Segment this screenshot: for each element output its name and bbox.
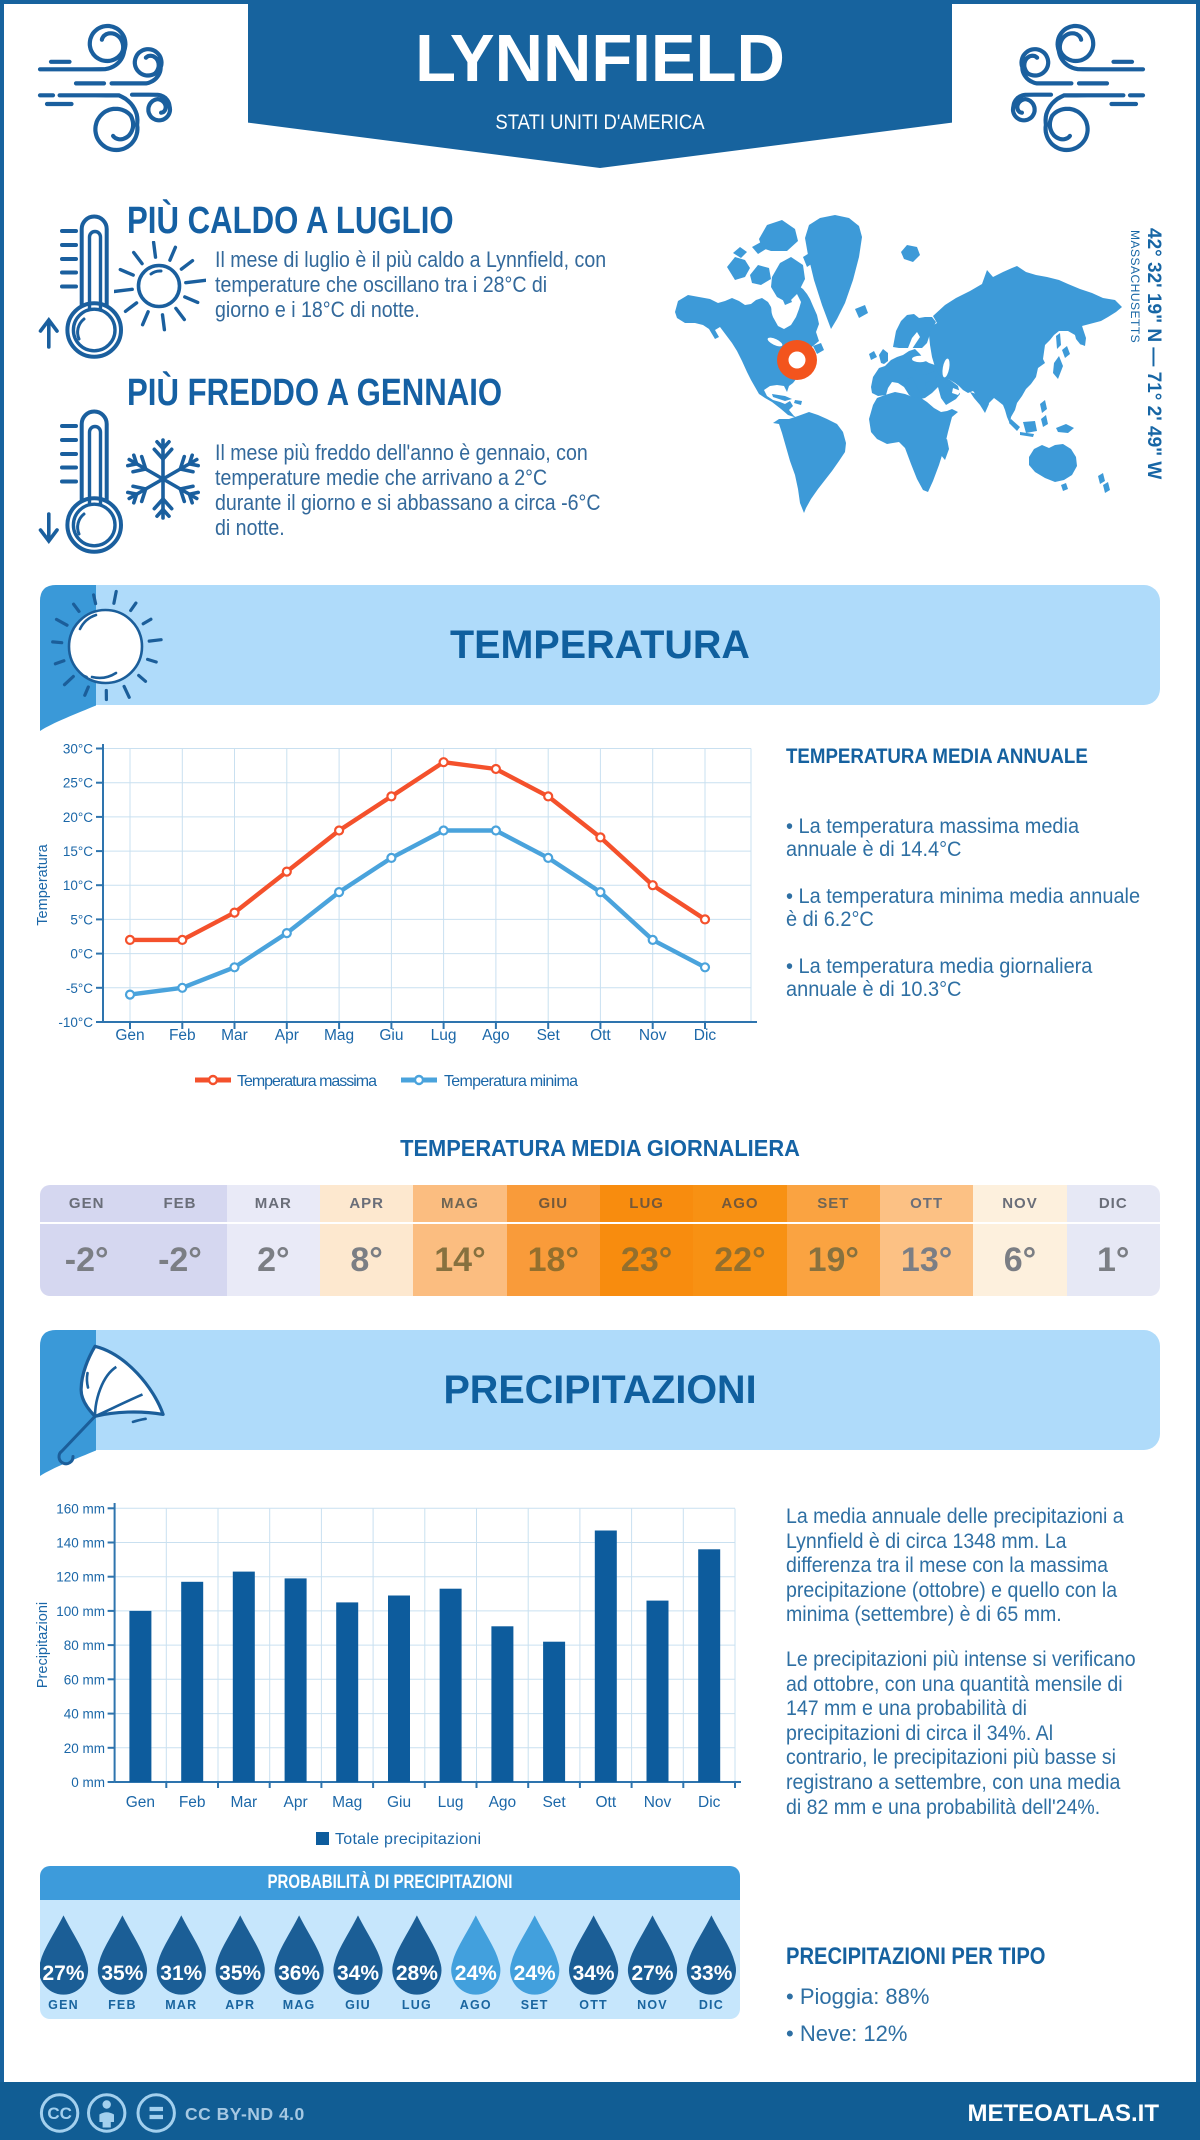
svg-text:10°C: 10°C xyxy=(63,878,93,893)
svg-text:AGO: AGO xyxy=(460,1998,492,2012)
svg-text:80 mm: 80 mm xyxy=(64,1638,105,1653)
svg-text:Precipitazioni: Precipitazioni xyxy=(35,1602,51,1688)
svg-text:Giu: Giu xyxy=(387,1794,411,1811)
svg-text:GEN: GEN xyxy=(48,1998,79,2012)
svg-text:33%: 33% xyxy=(690,1962,732,1985)
svg-text:35%: 35% xyxy=(101,1962,143,1985)
svg-text:Giu: Giu xyxy=(379,1027,403,1044)
svg-text:Temperatura minima: Temperatura minima xyxy=(444,1073,578,1090)
svg-text:Mag: Mag xyxy=(324,1027,354,1044)
svg-text:5°C: 5°C xyxy=(70,912,93,927)
svg-text:SET: SET xyxy=(521,1998,549,2012)
svg-text:FEB: FEB xyxy=(108,1998,137,2012)
svg-text:Totale precipitazioni: Totale precipitazioni xyxy=(335,1831,481,1848)
svg-text:Set: Set xyxy=(537,1027,561,1044)
svg-text:NOV: NOV xyxy=(637,1998,668,2012)
svg-text:Nov: Nov xyxy=(644,1794,672,1811)
svg-text:36%: 36% xyxy=(278,1962,320,1985)
svg-text:20°C: 20°C xyxy=(63,810,93,825)
svg-text:Temperatura massima: Temperatura massima xyxy=(237,1073,377,1090)
svg-text:Set: Set xyxy=(542,1794,566,1811)
svg-text:0°C: 0°C xyxy=(70,947,93,962)
svg-text:Nov: Nov xyxy=(639,1027,667,1044)
svg-text:0 mm: 0 mm xyxy=(71,1775,105,1790)
svg-text:25°C: 25°C xyxy=(63,776,93,791)
svg-text:DIC: DIC xyxy=(699,1998,724,2012)
svg-text:Apr: Apr xyxy=(284,1794,308,1811)
svg-text:34%: 34% xyxy=(337,1962,379,1985)
svg-text:120 mm: 120 mm xyxy=(56,1570,105,1585)
svg-text:GIU: GIU xyxy=(345,1998,371,2012)
svg-text:LUG: LUG xyxy=(402,1998,432,2012)
svg-text:Mag: Mag xyxy=(332,1794,362,1811)
svg-text:Ago: Ago xyxy=(482,1027,510,1044)
svg-text:20 mm: 20 mm xyxy=(64,1741,105,1756)
svg-text:60 mm: 60 mm xyxy=(64,1672,105,1687)
svg-text:Dic: Dic xyxy=(698,1794,721,1811)
svg-text:MAR: MAR xyxy=(165,1998,197,2012)
svg-text:-10°C: -10°C xyxy=(58,1015,93,1030)
svg-text:APR: APR xyxy=(225,1998,255,2012)
svg-text:Apr: Apr xyxy=(275,1027,299,1044)
svg-text:24%: 24% xyxy=(514,1962,556,1985)
svg-text:Ago: Ago xyxy=(489,1794,517,1811)
svg-text:27%: 27% xyxy=(631,1962,673,1985)
svg-text:34%: 34% xyxy=(573,1962,615,1985)
svg-text:Dic: Dic xyxy=(694,1027,717,1044)
svg-text:Gen: Gen xyxy=(126,1794,155,1811)
svg-text:35%: 35% xyxy=(219,1962,261,1985)
svg-text:OTT: OTT xyxy=(579,1998,608,2012)
svg-text:MAG: MAG xyxy=(283,1998,316,2012)
svg-text:27%: 27% xyxy=(42,1962,84,1985)
svg-text:Lug: Lug xyxy=(438,1794,464,1811)
svg-text:Feb: Feb xyxy=(169,1027,196,1044)
svg-text:140 mm: 140 mm xyxy=(56,1536,105,1551)
svg-text:Ott: Ott xyxy=(595,1794,616,1811)
svg-text:24%: 24% xyxy=(455,1962,497,1985)
svg-text:Gen: Gen xyxy=(115,1027,144,1044)
svg-text:30°C: 30°C xyxy=(63,742,93,757)
svg-text:Temperatura: Temperatura xyxy=(35,843,51,925)
svg-text:Ott: Ott xyxy=(590,1027,611,1044)
svg-text:CC: CC xyxy=(47,2104,72,2123)
svg-text:31%: 31% xyxy=(160,1962,202,1985)
svg-text:Mar: Mar xyxy=(221,1027,248,1044)
svg-text:-5°C: -5°C xyxy=(66,981,93,996)
svg-text:Lug: Lug xyxy=(431,1027,457,1044)
svg-text:100 mm: 100 mm xyxy=(56,1604,105,1619)
svg-text:160 mm: 160 mm xyxy=(56,1501,105,1516)
svg-text:15°C: 15°C xyxy=(63,844,93,859)
svg-text:40 mm: 40 mm xyxy=(64,1707,105,1722)
svg-text:Feb: Feb xyxy=(179,1794,206,1811)
svg-text:28%: 28% xyxy=(396,1962,438,1985)
svg-text:Mar: Mar xyxy=(230,1794,257,1811)
